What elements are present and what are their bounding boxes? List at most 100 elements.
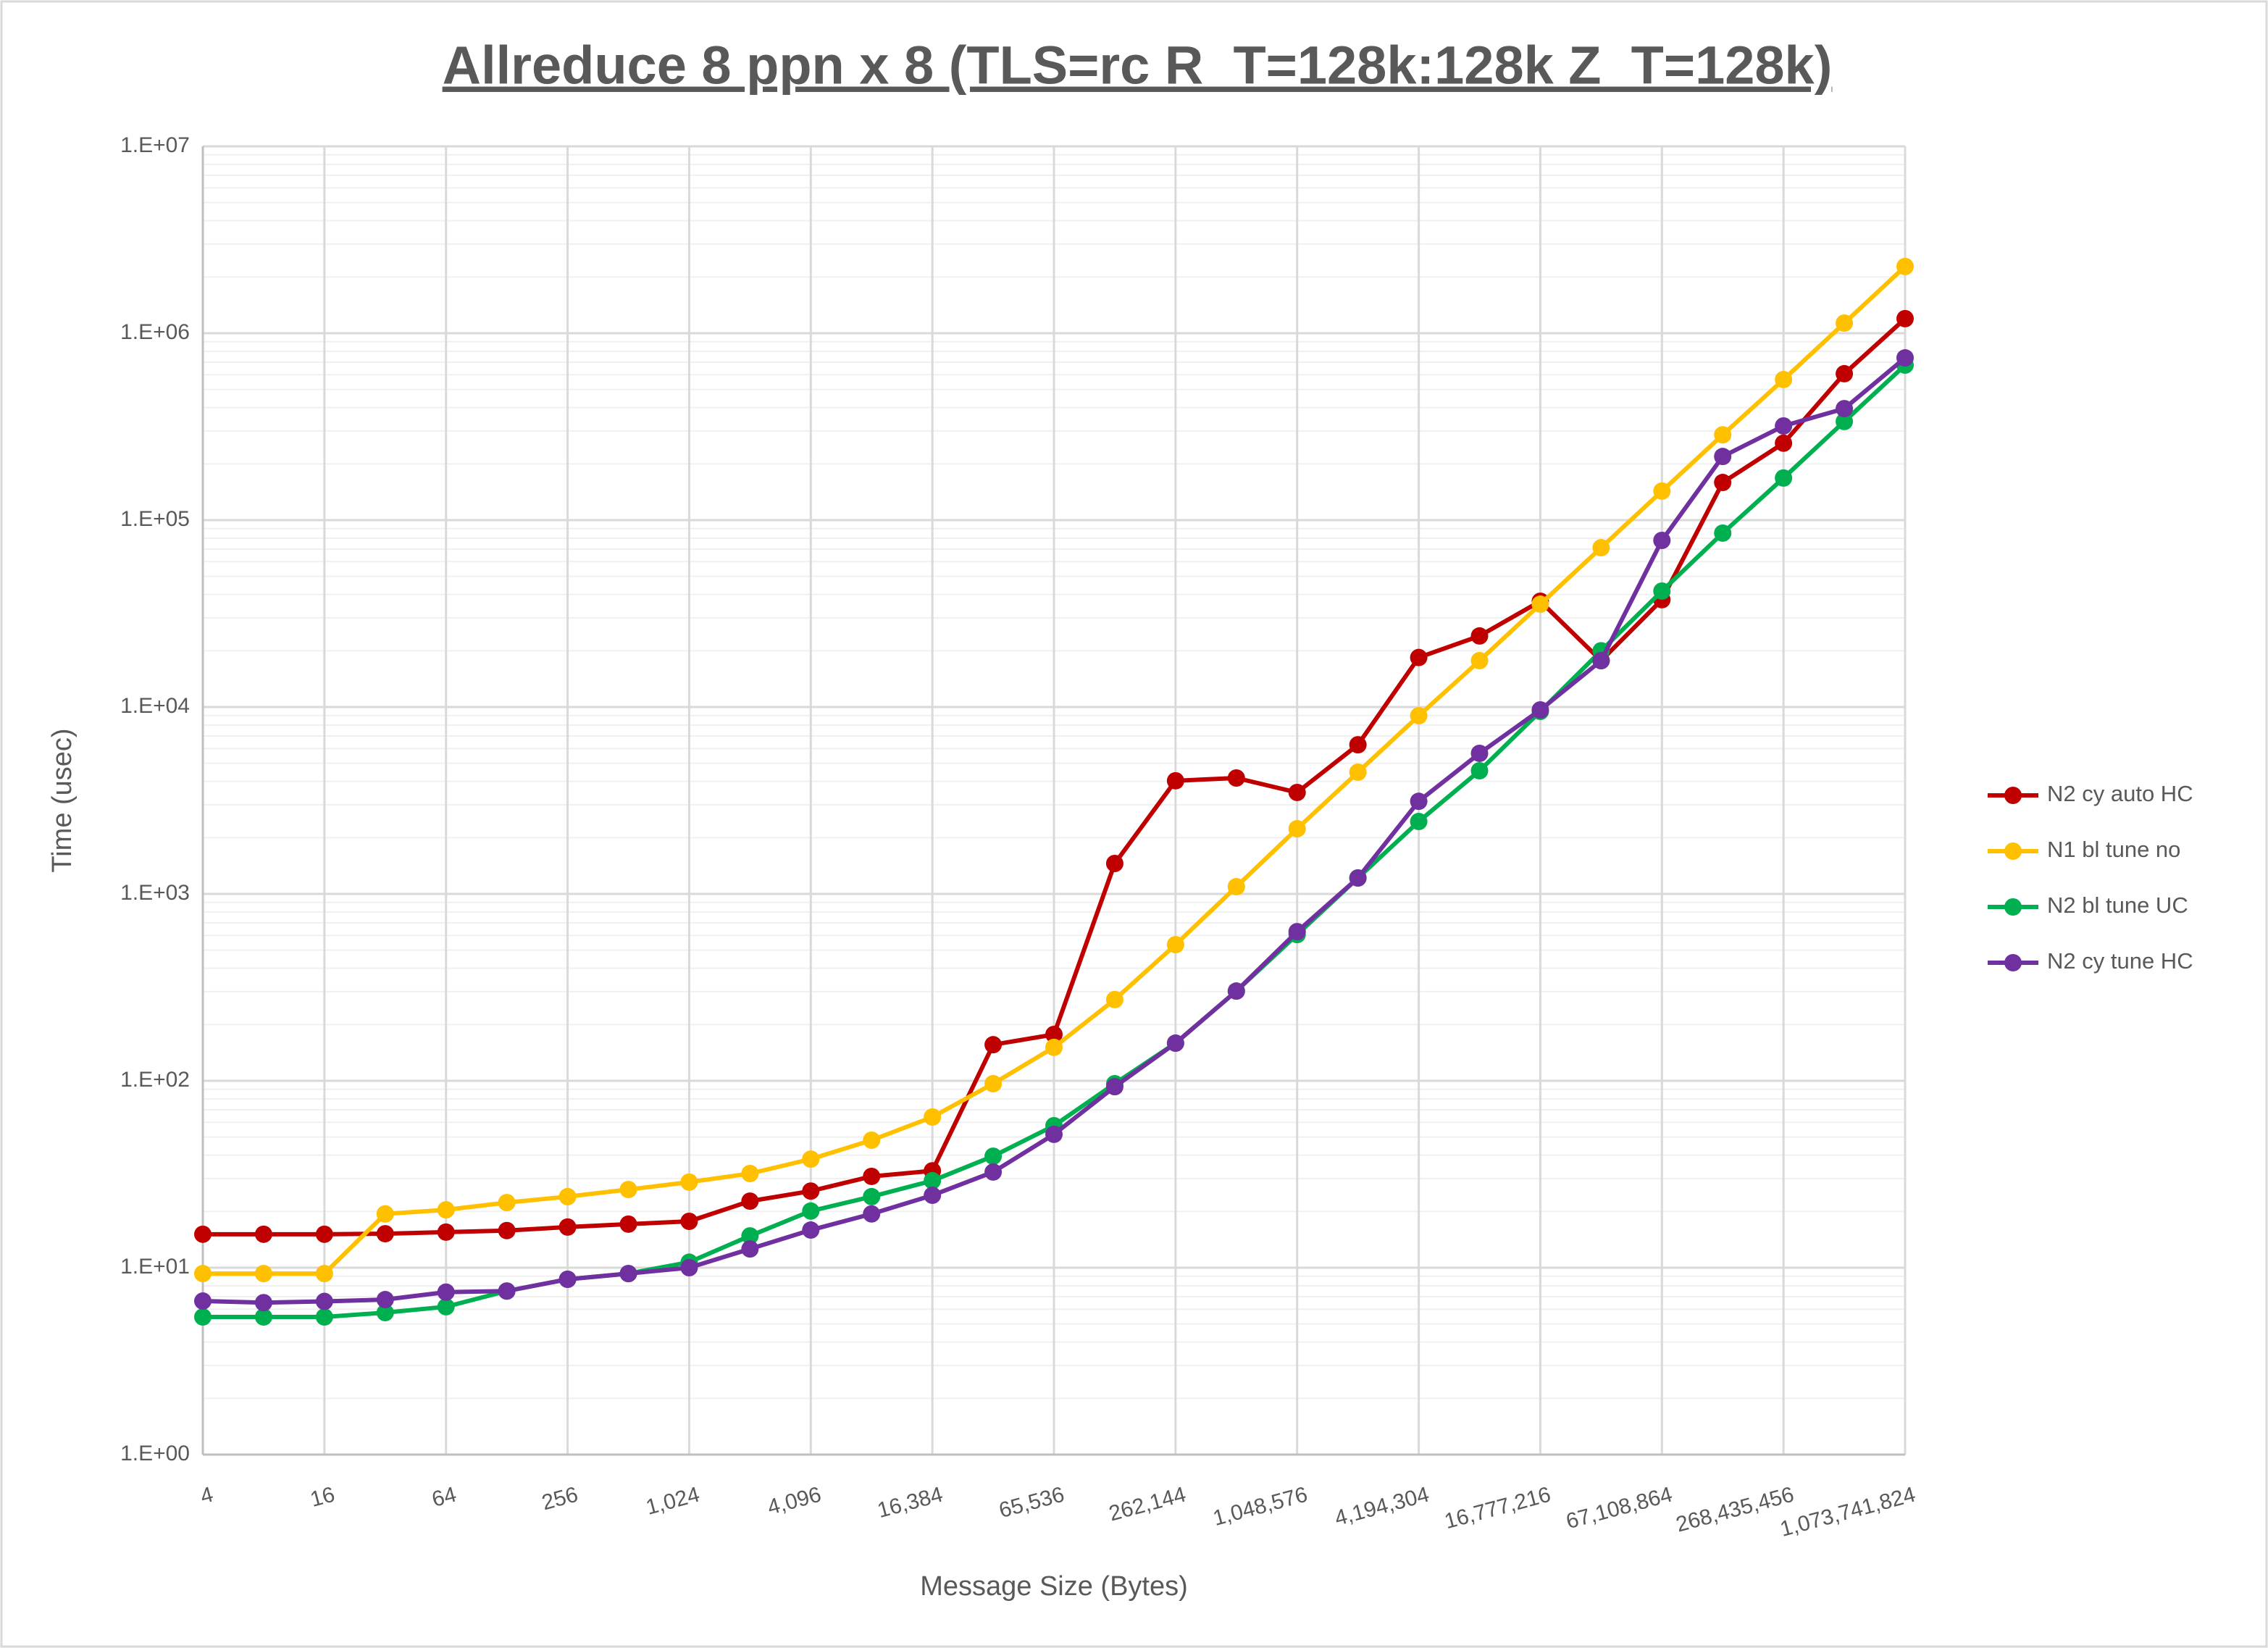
data-point — [1896, 257, 1914, 275]
data-point — [1410, 648, 1428, 666]
data-point — [1836, 412, 1854, 430]
data-point — [558, 1187, 577, 1205]
data-point — [254, 1225, 272, 1243]
data-point — [437, 1223, 455, 1241]
data-point — [741, 1192, 759, 1210]
x-axis-title: Message Size (Bytes) — [920, 1571, 1188, 1602]
data-point — [376, 1304, 394, 1322]
data-point — [1896, 349, 1914, 367]
chart-title: Allreduce 8 ppn x 8 (TLS=rc R_T=128k:128… — [443, 35, 1833, 96]
data-point — [1836, 364, 1854, 382]
data-point — [1349, 763, 1367, 781]
data-point — [254, 1308, 272, 1326]
legend-label: N2 cy auto HC — [2047, 781, 2193, 806]
y-axis-title: Time (usec) — [47, 728, 78, 872]
data-point — [1410, 792, 1428, 811]
data-point — [863, 1187, 881, 1205]
data-point — [1045, 1125, 1063, 1143]
data-point — [1470, 761, 1489, 779]
data-point — [984, 1163, 1003, 1181]
data-point — [1896, 309, 1914, 327]
data-point — [1653, 531, 1671, 549]
data-point — [194, 1308, 212, 1326]
data-point — [437, 1297, 455, 1316]
data-point — [437, 1201, 455, 1219]
y-tick-label: 1.E+05 — [120, 507, 190, 531]
y-tick-label: 1.E+03 — [120, 881, 190, 905]
data-point — [924, 1108, 942, 1126]
data-point — [1227, 769, 1245, 787]
data-point — [1288, 783, 1306, 801]
legend-marker — [2004, 787, 2022, 804]
data-point — [558, 1270, 577, 1288]
data-point — [741, 1240, 759, 1258]
data-point — [863, 1167, 881, 1185]
data-point — [984, 1147, 1003, 1166]
data-point — [376, 1225, 394, 1243]
data-point — [254, 1265, 272, 1283]
data-point — [802, 1202, 820, 1220]
data-point — [1470, 652, 1489, 670]
data-point — [1227, 878, 1245, 896]
data-point — [680, 1259, 698, 1276]
legend-label: N2 cy tune HC — [2047, 948, 2193, 974]
data-point — [1714, 448, 1732, 466]
data-point — [1166, 1034, 1184, 1053]
data-point — [1531, 700, 1549, 719]
data-point — [619, 1181, 637, 1199]
data-point — [1653, 582, 1671, 601]
legend-label: N2 bl tune UC — [2047, 892, 2188, 918]
y-tick-label: 1.E+01 — [120, 1255, 190, 1279]
data-point — [1775, 417, 1793, 435]
data-point — [315, 1292, 333, 1310]
legend-marker — [2004, 842, 2022, 860]
y-tick-label: 1.E+02 — [120, 1068, 190, 1092]
data-point — [498, 1282, 516, 1300]
data-point — [315, 1265, 333, 1283]
y-tick-label: 1.E+07 — [120, 133, 190, 157]
legend-marker — [2004, 898, 2022, 916]
data-point — [680, 1213, 698, 1231]
data-point — [1045, 1038, 1063, 1056]
data-point — [1714, 524, 1732, 542]
data-point — [1714, 426, 1732, 444]
data-point — [1592, 652, 1610, 670]
data-point — [194, 1225, 212, 1243]
data-point — [498, 1221, 516, 1239]
data-point — [863, 1132, 881, 1150]
data-point — [376, 1291, 394, 1309]
data-point — [315, 1308, 333, 1326]
data-point — [1531, 595, 1549, 614]
data-point — [376, 1205, 394, 1223]
data-point — [498, 1194, 516, 1212]
data-point — [315, 1225, 333, 1243]
data-point — [1227, 982, 1245, 1000]
data-point — [1836, 400, 1854, 418]
data-point — [437, 1283, 455, 1301]
data-point — [254, 1294, 272, 1312]
data-point — [1349, 736, 1367, 754]
data-point — [1410, 707, 1428, 725]
data-point — [984, 1074, 1003, 1092]
data-point — [802, 1182, 820, 1200]
data-point — [619, 1215, 637, 1233]
data-point — [619, 1265, 637, 1283]
data-point — [802, 1150, 820, 1168]
data-point — [1470, 744, 1489, 762]
data-point — [863, 1205, 881, 1223]
y-tick-label: 1.E+06 — [120, 320, 190, 344]
data-point — [1653, 482, 1671, 500]
data-point — [1775, 370, 1793, 388]
data-point — [1349, 869, 1367, 887]
data-point — [1045, 1026, 1063, 1044]
data-point — [1775, 469, 1793, 487]
legend-label: N1 bl tune no — [2047, 837, 2180, 862]
data-point — [802, 1221, 820, 1239]
data-point — [1714, 474, 1732, 492]
data-point — [984, 1036, 1003, 1054]
data-point — [1166, 771, 1184, 790]
data-point — [741, 1227, 759, 1245]
